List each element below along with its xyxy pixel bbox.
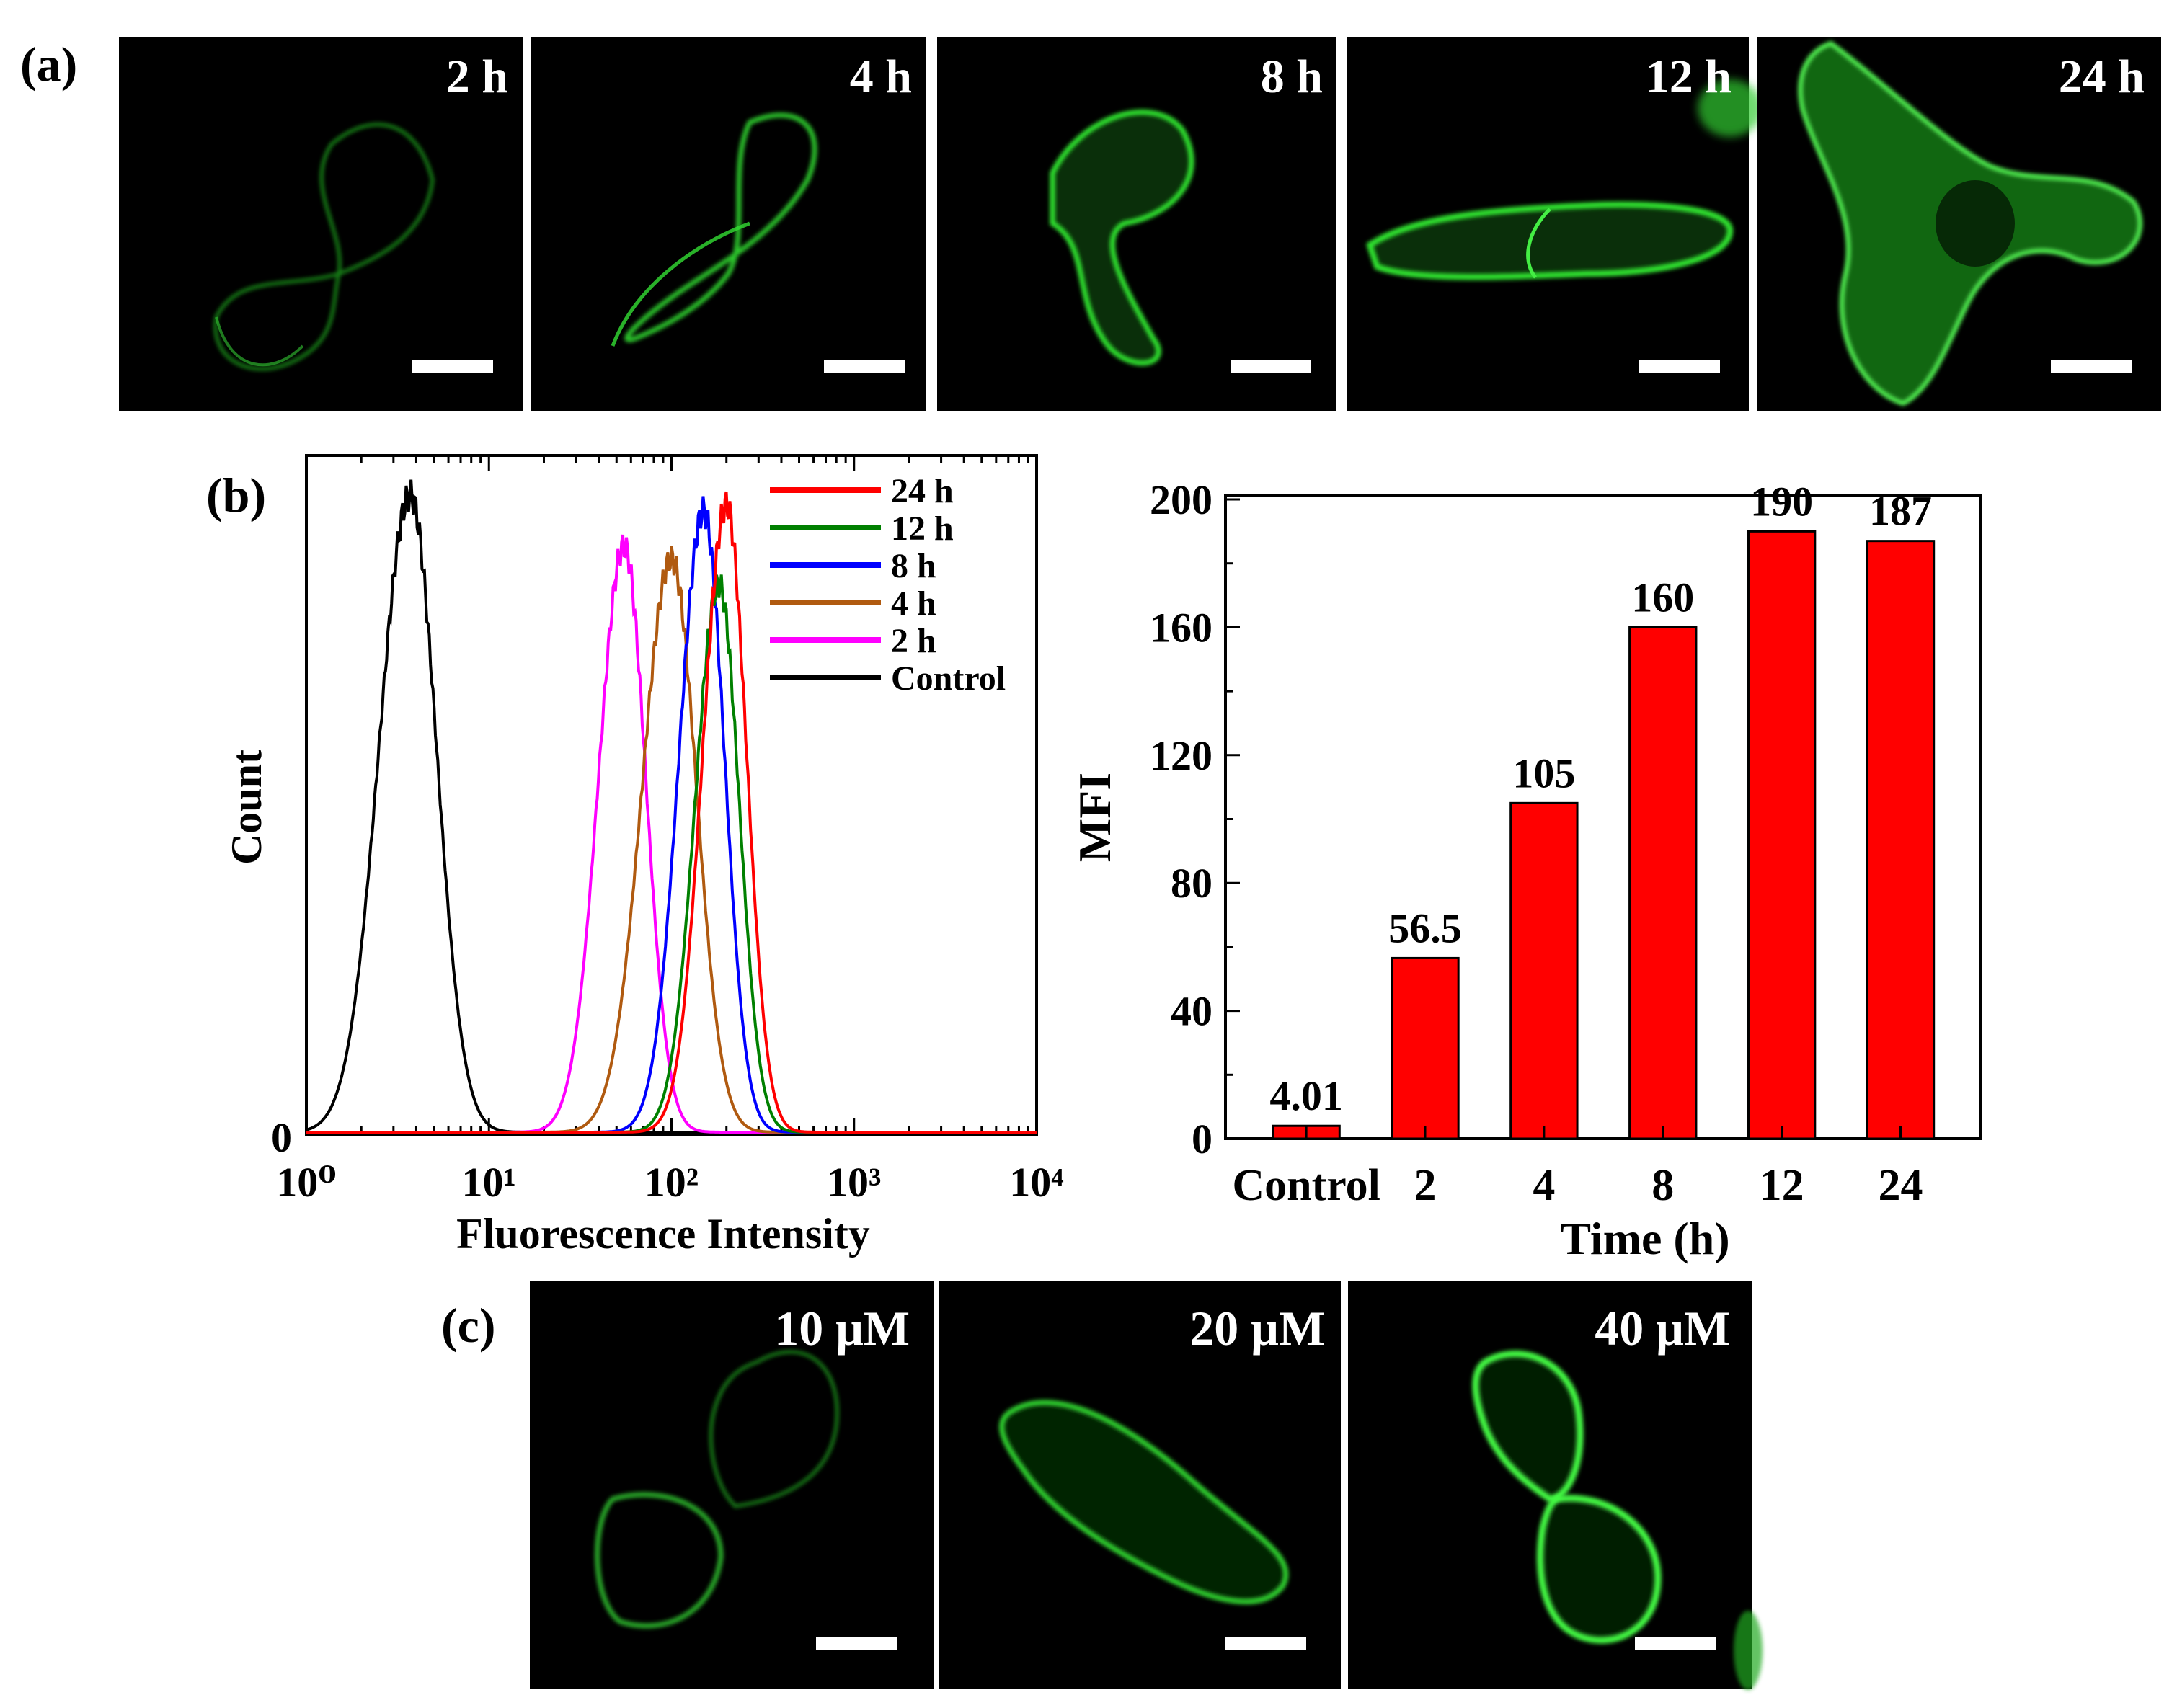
x-tick-label: 10²	[644, 1159, 699, 1206]
x-tick-label: Control	[1232, 1161, 1380, 1210]
bar-4	[1509, 801, 1579, 1140]
legend-label: 24 h	[891, 472, 954, 510]
legend-label: 4 h	[891, 584, 936, 623]
y-tick-label: 0	[1192, 1116, 1212, 1162]
y-tick-label: 120	[1150, 732, 1212, 779]
time-label-24h: 24 h	[2059, 50, 2145, 103]
y-axis-title: Count	[223, 750, 270, 865]
y-tick-label: 80	[1171, 860, 1212, 907]
concentration-label-40uM: 40 μM	[1595, 1301, 1730, 1356]
scale-bar	[1225, 1637, 1306, 1650]
scale-bar	[412, 360, 493, 373]
x-tick-label: 10¹	[462, 1159, 516, 1206]
micrograph-10uM: 10 μM	[530, 1281, 934, 1689]
legend-label: 8 h	[891, 547, 936, 585]
x-tick-label: 4	[1533, 1161, 1555, 1210]
x-tick-label: 10⁴	[1009, 1159, 1063, 1206]
micrograph-2h: 2 h	[119, 37, 523, 411]
histogram-curve-24h	[306, 491, 1037, 1134]
micrograph-12h: 12 h	[1347, 37, 1763, 411]
scale-bar	[824, 360, 905, 373]
mfi-bar-chart: 0 40 80 120 160 200 4.01 56.5 105 160 190 187 Cont…	[1069, 476, 1982, 1264]
bar-12	[1747, 530, 1817, 1140]
micrograph-24h: 24 h	[1757, 37, 2161, 411]
x-tick-label: 12	[1760, 1161, 1804, 1210]
legend-label: 2 h	[891, 622, 936, 660]
plot-frame	[1224, 494, 1982, 1140]
bar-8	[1628, 626, 1698, 1140]
x-tick-label: 2	[1414, 1161, 1437, 1210]
time-label-8h: 8 h	[1261, 50, 1323, 103]
x-tick-label: 24	[1879, 1161, 1923, 1210]
x-tick-label: 10⁰	[276, 1159, 336, 1206]
x-tick-label: 8	[1651, 1161, 1674, 1210]
bar-2	[1391, 956, 1460, 1140]
bar-value-label: 4.01	[1269, 1072, 1343, 1119]
legend-label: 12 h	[891, 510, 954, 548]
scale-bar	[2051, 360, 2132, 373]
bar-value-label: 105	[1512, 750, 1575, 796]
y-tick-label: 200	[1150, 476, 1212, 523]
micrograph-8h: 8 h	[937, 37, 1336, 411]
histogram-chart: 0 10⁰ 10¹ 10² 10³ 10⁴ Fluorescence Intensity…	[223, 454, 1064, 1258]
time-label-4h: 4 h	[850, 50, 912, 103]
y-tick-label: 40	[1171, 988, 1212, 1035]
panel-b-label: (b)	[206, 468, 266, 522]
y-axis-title: MFI	[1069, 773, 1120, 862]
bar-value-label: 187	[1869, 488, 1932, 535]
micrograph-40uM: 40 μM	[1348, 1281, 1763, 1690]
bar-24	[1866, 540, 1936, 1140]
scale-bar	[1231, 360, 1311, 373]
micrograph-4h: 4 h	[531, 37, 926, 411]
bar-value-label: 160	[1631, 574, 1694, 621]
scale-bar	[816, 1637, 897, 1650]
y-tick-label: 0	[271, 1114, 292, 1161]
scale-bar	[1635, 1637, 1716, 1650]
x-axis-title: Fluorescence Intensity	[456, 1210, 870, 1258]
bar-value-label: 56.5	[1388, 904, 1462, 951]
x-axis-title: Time (h)	[1560, 1213, 1729, 1264]
micrograph-20uM: 20 μM	[939, 1281, 1341, 1689]
legend-label: Control	[891, 659, 1006, 698]
panel-a-label: (a)	[20, 37, 77, 92]
scale-bar	[1639, 360, 1720, 373]
time-label-2h: 2 h	[446, 50, 508, 103]
y-tick-label: 160	[1150, 604, 1212, 651]
time-label-12h: 12 h	[1646, 50, 1732, 103]
bar-value-label: 190	[1750, 478, 1813, 525]
x-tick-label: 10³	[827, 1159, 881, 1206]
concentration-label-10uM: 10 μM	[774, 1301, 910, 1356]
panel-c-label: (c)	[441, 1298, 495, 1353]
concentration-label-20uM: 20 μM	[1189, 1301, 1325, 1356]
